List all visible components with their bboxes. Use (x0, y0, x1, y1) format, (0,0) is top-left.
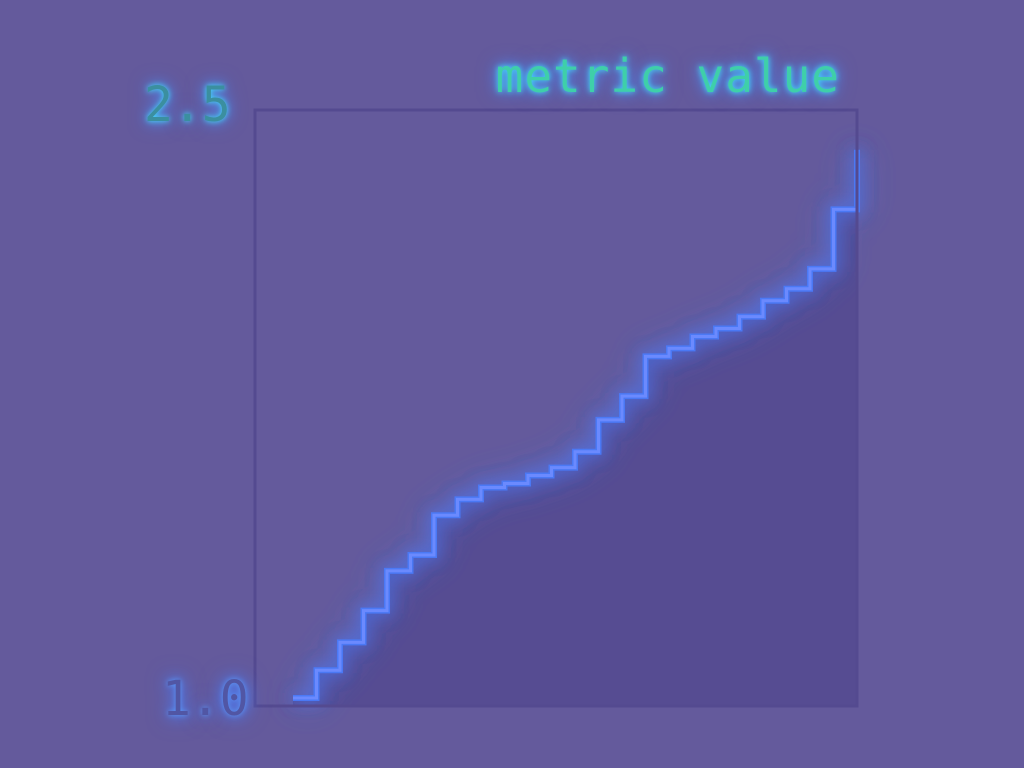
series-line (293, 149, 859, 700)
area-fill (293, 149, 857, 706)
y-tick-label-bottom: 1.0 (162, 671, 249, 727)
plot-area (235, 108, 860, 709)
y-tick-label-top: 2.5 (144, 77, 231, 133)
chart-title: metric value (495, 49, 840, 103)
